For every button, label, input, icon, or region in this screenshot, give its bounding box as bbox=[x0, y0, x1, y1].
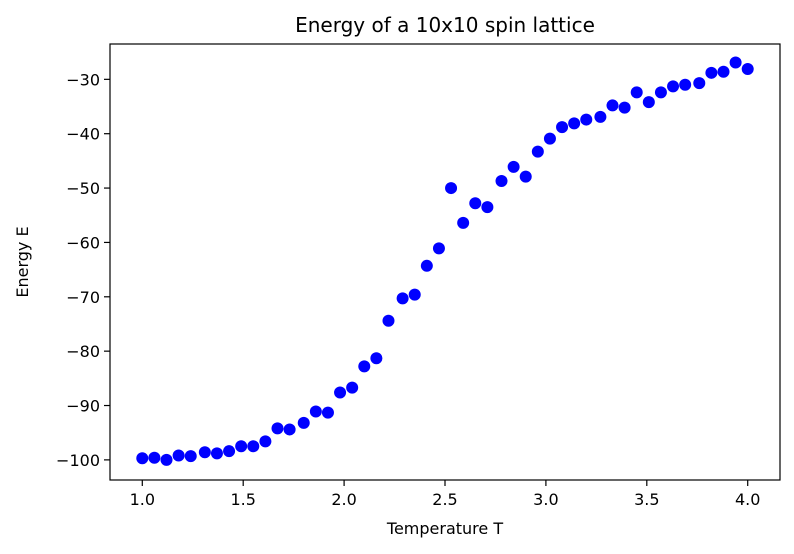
data-point bbox=[481, 201, 494, 214]
x-tick-label: 2.0 bbox=[331, 490, 356, 509]
y-axis-label: Energy E bbox=[13, 226, 32, 297]
data-point bbox=[334, 386, 347, 399]
data-point bbox=[618, 101, 631, 114]
data-point bbox=[457, 216, 470, 229]
data-point bbox=[235, 440, 248, 453]
y-tick-label: −70 bbox=[66, 288, 100, 307]
data-point bbox=[396, 292, 409, 305]
x-axis: 1.0 1.5 2.0 2.5 3.0 3.5 4.0 bbox=[130, 480, 760, 509]
y-tick-label: −60 bbox=[66, 233, 100, 252]
data-point bbox=[543, 132, 556, 145]
y-tick-label: −80 bbox=[66, 342, 100, 361]
data-point bbox=[507, 160, 520, 173]
data-point bbox=[160, 453, 173, 466]
data-point bbox=[630, 86, 643, 99]
data-point bbox=[568, 117, 581, 130]
data-point bbox=[445, 182, 458, 195]
data-point bbox=[679, 78, 692, 91]
x-tick-label: 2.5 bbox=[432, 490, 457, 509]
y-tick-label: −40 bbox=[66, 125, 100, 144]
data-point bbox=[469, 197, 482, 210]
x-tick-label: 3.0 bbox=[533, 490, 558, 509]
data-point bbox=[259, 435, 272, 448]
data-point bbox=[136, 452, 149, 465]
data-point bbox=[148, 451, 161, 464]
x-tick-label: 1.0 bbox=[130, 490, 155, 509]
data-point bbox=[198, 446, 211, 459]
y-tick-label: −50 bbox=[66, 179, 100, 198]
data-point bbox=[297, 416, 310, 429]
y-tick-label: −30 bbox=[66, 70, 100, 89]
data-point bbox=[283, 423, 296, 436]
y-tick-label: −90 bbox=[66, 397, 100, 416]
data-point bbox=[223, 445, 236, 458]
x-tick-label: 1.5 bbox=[230, 490, 255, 509]
data-point bbox=[580, 113, 593, 126]
y-tick-label: −100 bbox=[56, 451, 100, 470]
data-point bbox=[408, 288, 421, 301]
data-point bbox=[705, 66, 718, 79]
data-point bbox=[346, 381, 359, 394]
data-point bbox=[309, 405, 322, 418]
data-point bbox=[420, 259, 433, 272]
data-point bbox=[519, 170, 532, 183]
data-point bbox=[667, 80, 680, 93]
x-tick-label: 3.5 bbox=[634, 490, 659, 509]
data-point bbox=[432, 242, 445, 255]
x-tick-label: 4.0 bbox=[735, 490, 760, 509]
data-point bbox=[382, 314, 395, 327]
data-point bbox=[531, 145, 544, 158]
data-point bbox=[741, 63, 754, 76]
data-point bbox=[247, 440, 260, 453]
data-point bbox=[370, 352, 383, 365]
data-point bbox=[210, 447, 223, 460]
data-point bbox=[184, 450, 197, 463]
data-point bbox=[495, 174, 508, 187]
data-point bbox=[321, 406, 334, 419]
data-point bbox=[717, 65, 730, 78]
data-point bbox=[358, 360, 371, 373]
data-point bbox=[271, 422, 284, 435]
data-point bbox=[654, 86, 667, 99]
data-point bbox=[642, 96, 655, 109]
data-point bbox=[729, 56, 742, 69]
data-point bbox=[594, 110, 607, 123]
data-point bbox=[693, 77, 706, 90]
y-axis: −100 −90 −80 −70 −60 −50 −40 −30 bbox=[56, 70, 110, 470]
x-axis-label: Temperature T bbox=[386, 519, 503, 538]
chart-title: Energy of a 10x10 spin lattice bbox=[295, 13, 595, 37]
data-point bbox=[172, 449, 185, 462]
data-point bbox=[556, 121, 569, 134]
plot-frame bbox=[109, 43, 781, 481]
plot-area bbox=[136, 56, 754, 466]
data-point bbox=[606, 99, 619, 112]
